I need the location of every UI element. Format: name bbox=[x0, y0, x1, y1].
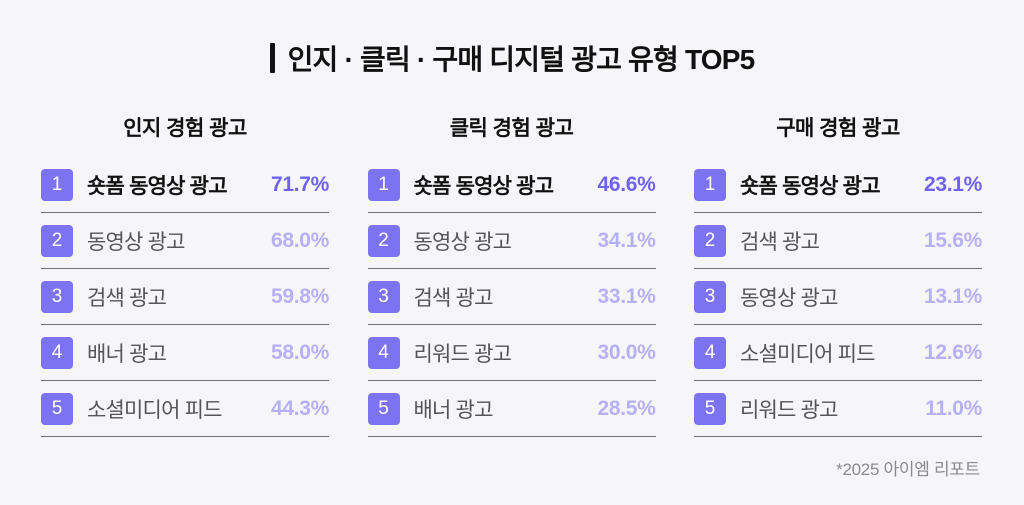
page-title: 인지 · 클릭 · 구매 디지털 광고 유형 TOP5 bbox=[0, 38, 1024, 78]
item-label: 검색 광고 bbox=[740, 230, 820, 254]
rank-row: 2 동영상 광고 68.0% bbox=[41, 213, 329, 269]
rank-row: 4 소셜미디어 피드 12.6% bbox=[694, 325, 982, 381]
item-value: 13.1% bbox=[923, 284, 982, 308]
rank-badge: 4 bbox=[41, 336, 73, 369]
item-value: 68.0% bbox=[270, 228, 329, 252]
rank-row: 4 배너 광고 58.0% bbox=[41, 325, 329, 381]
page-title-text: 인지 · 클릭 · 구매 디지털 광고 유형 TOP5 bbox=[287, 44, 756, 75]
item-label: 검색 광고 bbox=[413, 286, 494, 310]
item-label: 소셜미디어 피드 bbox=[740, 342, 875, 366]
item-label: 소셜미디어 피드 bbox=[87, 398, 222, 422]
item-label: 동영상 광고 bbox=[87, 230, 185, 254]
item-value: 12.6% bbox=[923, 340, 982, 364]
rank-badge: 4 bbox=[367, 336, 400, 369]
item-label: 리워드 광고 bbox=[413, 342, 512, 366]
rank-row: 1 숏폼 동영상 광고 46.6% bbox=[367, 157, 656, 213]
item-value: 23.1% bbox=[923, 172, 982, 196]
item-value: 34.1% bbox=[597, 228, 656, 252]
rank-badge: 1 bbox=[694, 168, 726, 201]
rank-row: 3 검색 광고 59.8% bbox=[41, 269, 329, 325]
item-label: 숏폼 동영상 광고 bbox=[87, 174, 228, 198]
source-note: *2025 아이엠 리포트 bbox=[836, 460, 980, 479]
item-label: 동영상 광고 bbox=[740, 286, 838, 310]
rank-badge: 3 bbox=[694, 280, 726, 313]
item-label: 배너 광고 bbox=[87, 342, 167, 366]
rank-row: 3 검색 광고 33.1% bbox=[367, 269, 656, 325]
column-click: 클릭 경험 광고 1 숏폼 동영상 광고 46.6% 2 동영상 광고 34.1… bbox=[367, 112, 656, 437]
item-label: 숏폼 동영상 광고 bbox=[413, 174, 555, 198]
rank-badge: 3 bbox=[41, 280, 73, 313]
column-awareness: 인지 경험 광고 1 숏폼 동영상 광고 71.7% 2 동영상 광고 68.0… bbox=[41, 112, 329, 437]
item-value: 33.1% bbox=[597, 284, 656, 308]
item-value: 15.6% bbox=[923, 228, 982, 252]
rank-badge: 5 bbox=[367, 392, 400, 425]
rank-row: 5 리워드 광고 11.0% bbox=[694, 381, 982, 437]
item-label: 검색 광고 bbox=[87, 286, 167, 310]
rank-row: 2 동영상 광고 34.1% bbox=[367, 213, 656, 269]
column-purchase: 구매 경험 광고 1 숏폼 동영상 광고 23.1% 2 검색 광고 15.6%… bbox=[694, 112, 982, 437]
item-value: 46.6% bbox=[597, 172, 656, 196]
title-accent-bar bbox=[269, 43, 275, 73]
column-header: 클릭 경험 광고 bbox=[449, 117, 574, 140]
rank-badge: 1 bbox=[41, 168, 73, 201]
item-label: 숏폼 동영상 광고 bbox=[740, 174, 881, 198]
item-value: 44.3% bbox=[270, 396, 329, 420]
rank-row: 3 동영상 광고 13.1% bbox=[694, 269, 982, 325]
item-value: 30.0% bbox=[597, 340, 656, 364]
rank-badge: 2 bbox=[41, 224, 73, 257]
rank-row: 5 배너 광고 28.5% bbox=[367, 381, 656, 437]
item-value: 71.7% bbox=[270, 172, 329, 196]
rank-row: 1 숏폼 동영상 광고 23.1% bbox=[694, 157, 982, 213]
item-label: 동영상 광고 bbox=[413, 230, 512, 254]
rank-badge: 5 bbox=[694, 392, 726, 425]
item-label: 리워드 광고 bbox=[740, 398, 838, 422]
rank-badge: 2 bbox=[367, 224, 400, 257]
rank-row: 5 소셜미디어 피드 44.3% bbox=[41, 381, 329, 437]
item-value: 11.0% bbox=[925, 396, 982, 420]
rank-badge: 5 bbox=[41, 392, 73, 425]
item-value: 58.0% bbox=[270, 340, 329, 364]
rank-badge: 1 bbox=[367, 168, 400, 201]
rank-row: 4 리워드 광고 30.0% bbox=[367, 325, 656, 381]
rank-row: 2 검색 광고 15.6% bbox=[694, 213, 982, 269]
item-value: 59.8% bbox=[270, 284, 329, 308]
item-label: 배너 광고 bbox=[413, 398, 494, 422]
rank-row: 1 숏폼 동영상 광고 71.7% bbox=[41, 157, 329, 213]
ranking-columns: 인지 경험 광고 1 숏폼 동영상 광고 71.7% 2 동영상 광고 68.0… bbox=[41, 112, 982, 437]
rank-badge: 4 bbox=[694, 336, 726, 369]
rank-badge: 3 bbox=[367, 280, 400, 313]
rank-badge: 2 bbox=[694, 224, 726, 257]
item-value: 28.5% bbox=[597, 396, 656, 420]
column-header: 인지 경험 광고 bbox=[123, 117, 247, 140]
column-header: 구매 경험 광고 bbox=[776, 117, 900, 140]
